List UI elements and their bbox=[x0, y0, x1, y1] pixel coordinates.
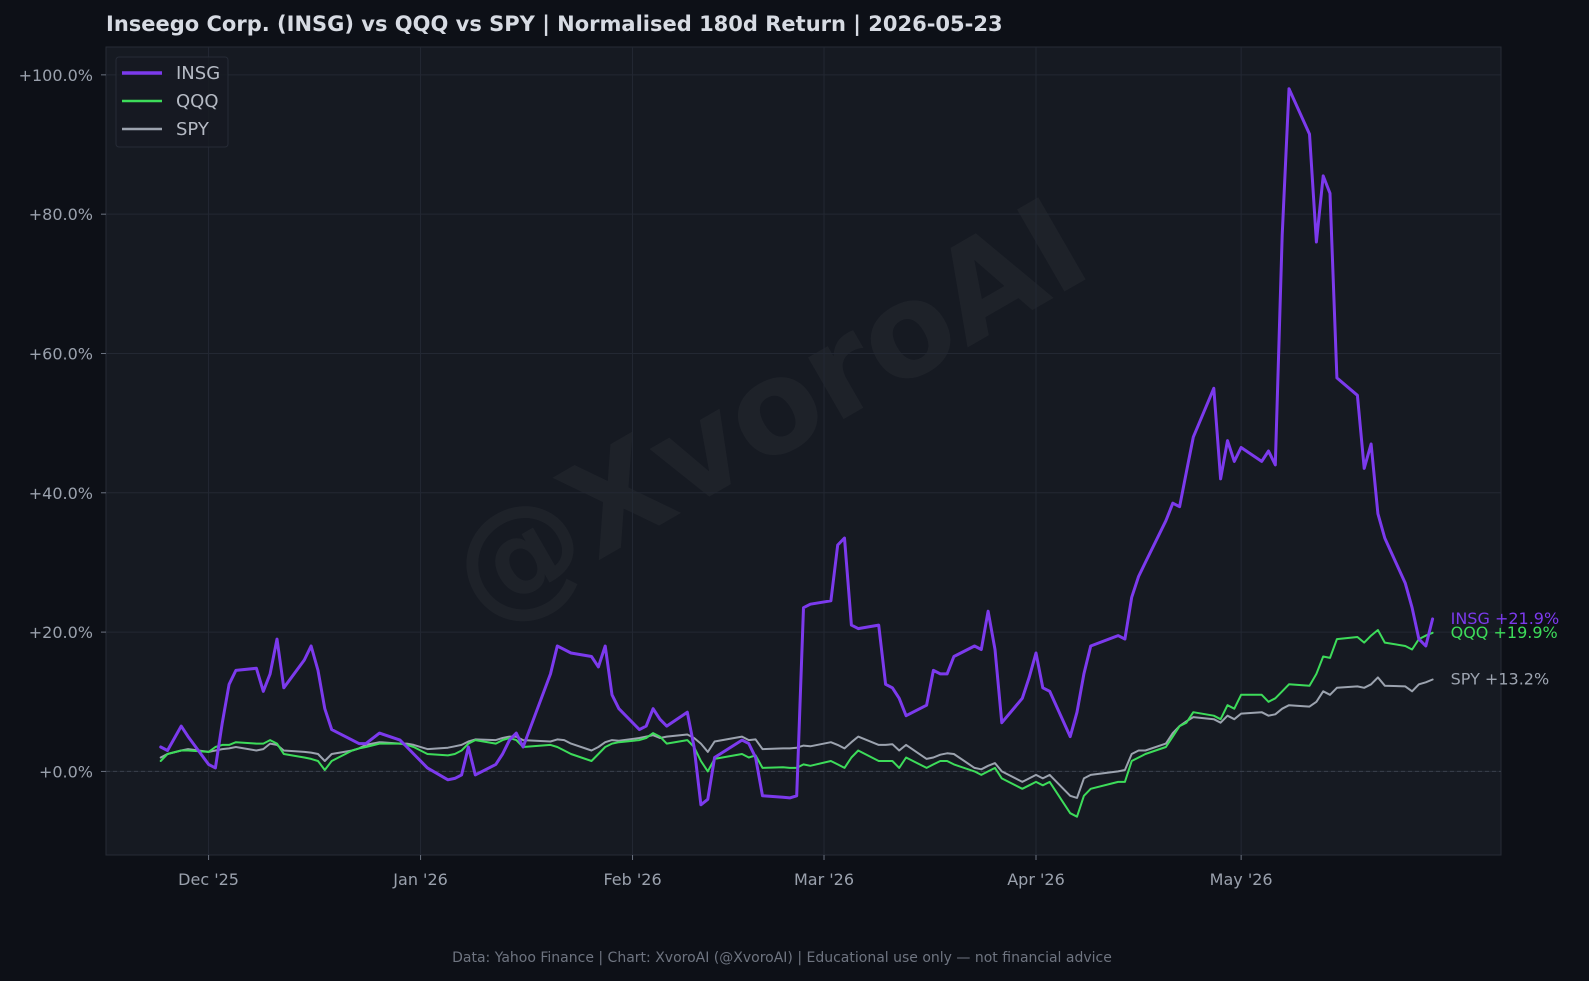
end-label-spy: SPY +13.2% bbox=[1451, 669, 1550, 688]
grid bbox=[106, 47, 1501, 855]
x-tick-label: Feb '26 bbox=[603, 870, 661, 889]
footer-note: Data: Yahoo Finance | Chart: XvoroAI (@X… bbox=[452, 950, 1112, 966]
y-tick-label: +100.0% bbox=[19, 66, 93, 85]
chart-title: Inseego Corp. (INSG) vs QQQ vs SPY | Nor… bbox=[106, 12, 1003, 37]
end-labels: INSG +21.9%QQQ +19.9% SPY +13.2% bbox=[1451, 609, 1560, 689]
y-axis: +0.0% +20.0% +40.0% +60.0% +80.0% +100.0% bbox=[19, 66, 106, 781]
y-tick-label: +20.0% bbox=[29, 623, 93, 642]
x-tick-label: Jan '26 bbox=[392, 870, 448, 889]
legend-label-spy: SPY bbox=[176, 119, 210, 140]
legend: INSG QQQ SPY bbox=[115, 56, 229, 148]
legend-box bbox=[115, 56, 229, 148]
y-tick-label: +0.0% bbox=[39, 762, 93, 781]
series-line-spy bbox=[159, 676, 1434, 799]
legend-label-qqq: QQQ bbox=[176, 91, 219, 112]
x-axis: Dec '25 Jan '26 Feb '26 Mar '26 Apr '26 May '… bbox=[178, 855, 1273, 889]
x-tick-label: Dec '25 bbox=[178, 870, 239, 889]
end-label-qqq: QQQ +19.9% bbox=[1451, 623, 1558, 642]
x-tick-label: Apr '26 bbox=[1007, 870, 1065, 889]
y-tick-label: +60.0% bbox=[29, 344, 93, 363]
series-lines bbox=[159, 87, 1435, 818]
x-tick-label: Mar '26 bbox=[794, 870, 854, 889]
x-tick-label: May '26 bbox=[1210, 870, 1273, 889]
end-label-insg: INSG +21.9% bbox=[1451, 609, 1560, 628]
series-line-insg bbox=[159, 87, 1435, 807]
legend-label-insg: INSG bbox=[176, 63, 220, 84]
y-tick-label: +40.0% bbox=[29, 484, 93, 503]
y-tick-label: +80.0% bbox=[29, 205, 93, 224]
series-line-qqq bbox=[159, 629, 1434, 818]
